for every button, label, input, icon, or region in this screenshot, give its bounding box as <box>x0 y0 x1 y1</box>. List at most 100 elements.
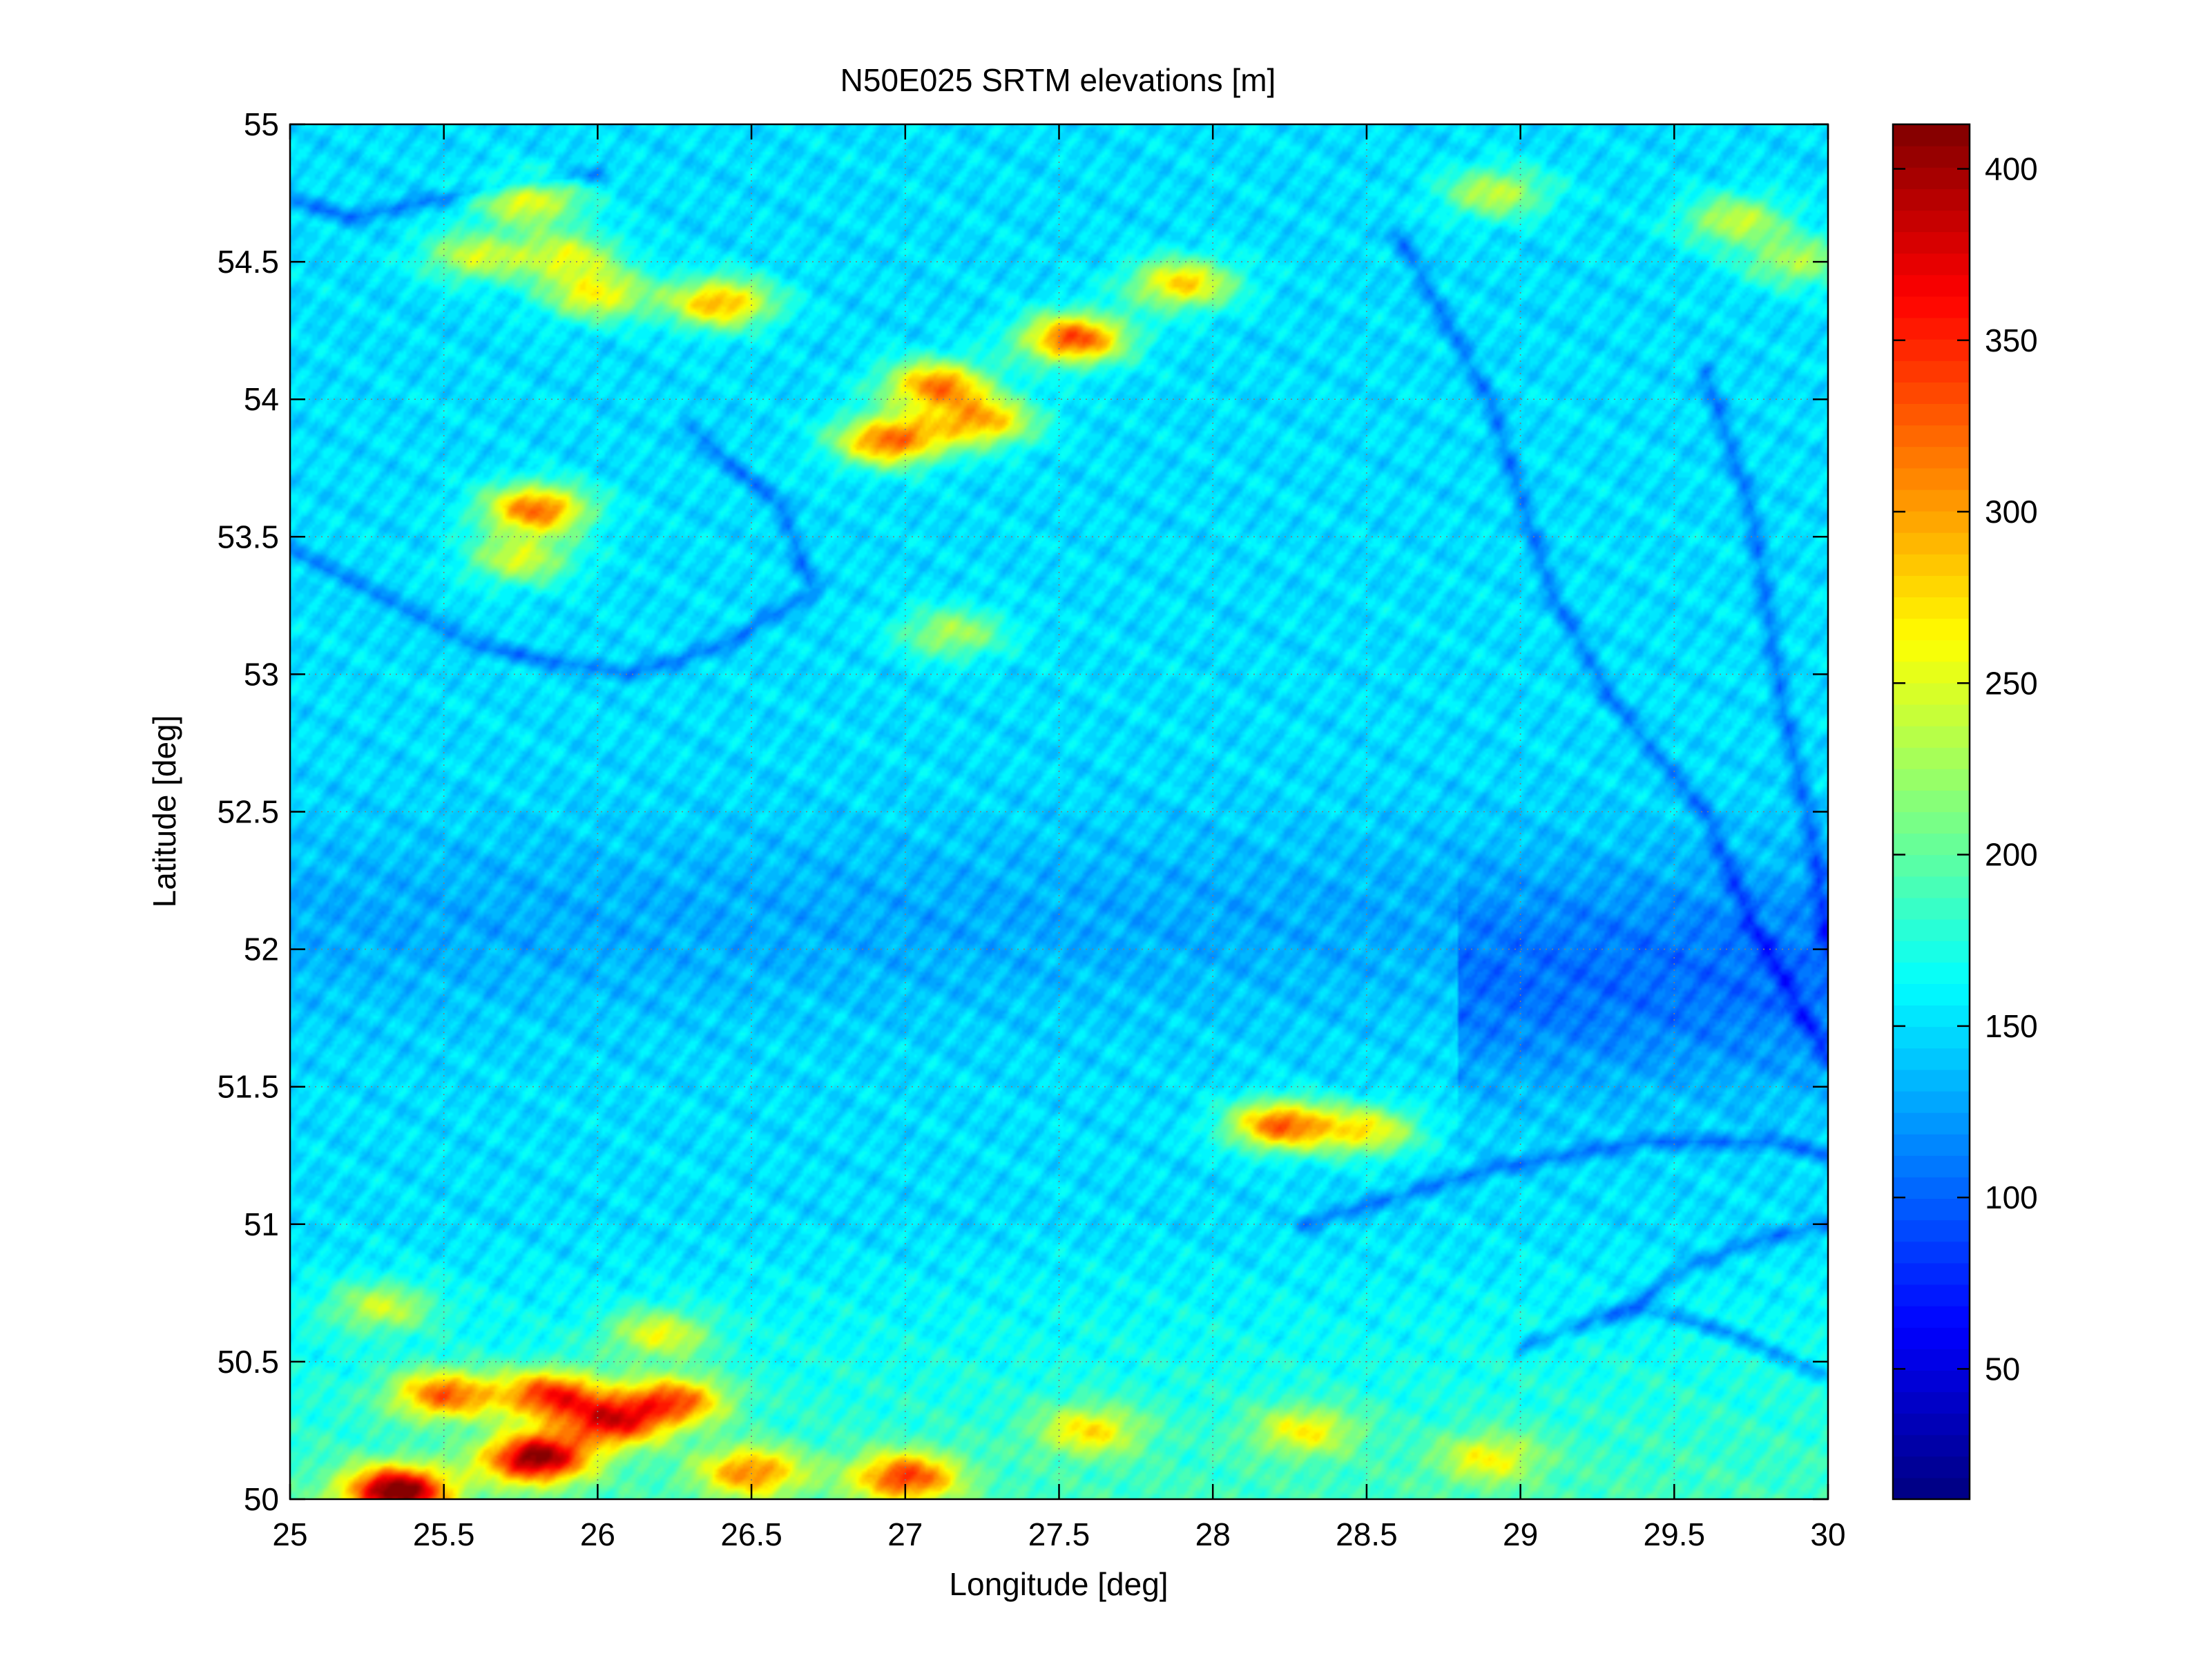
colorbar-band <box>1893 253 1970 276</box>
y-tick-label: 53 <box>244 656 279 692</box>
colorbar-band <box>1893 1349 1970 1371</box>
colorbar-band <box>1893 854 1970 877</box>
colorbar-band <box>1893 1220 1970 1242</box>
colorbar-band <box>1893 661 1970 684</box>
x-axis-label: Longitude [deg] <box>949 1566 1168 1602</box>
colorbar-band <box>1893 919 1970 941</box>
colorbar-band <box>1893 467 1970 490</box>
colorbar-band <box>1893 446 1970 469</box>
colorbar: 50 100 150 200 250 300 350 400 <box>1892 123 2038 1501</box>
colorbar-band <box>1893 897 1970 920</box>
colorbar-band <box>1893 1112 1970 1135</box>
x-tick-label: 26.5 <box>720 1516 782 1552</box>
colorbar-band <box>1893 618 1970 641</box>
y-tick-label: 50 <box>244 1481 279 1517</box>
x-tick-label: 27 <box>887 1516 923 1552</box>
x-tick-label: 25 <box>272 1516 307 1552</box>
y-tick-label: 53.5 <box>217 519 279 555</box>
y-axis-label: Latitude [deg] <box>146 715 182 908</box>
colorbar-band <box>1893 360 1970 383</box>
colorbar-band <box>1893 296 1970 318</box>
x-tick-label: 27.5 <box>1028 1516 1090 1552</box>
colorbar-band <box>1893 983 1970 1006</box>
colorbar-band <box>1893 124 1970 146</box>
y-tick-label: 52 <box>244 932 279 967</box>
colorbar-band <box>1893 554 1970 576</box>
colorbar-tick-label: 250 <box>1985 665 2038 701</box>
colorbar-band <box>1893 876 1970 898</box>
colorbar-band <box>1893 1306 1970 1328</box>
colorbar-band <box>1893 1155 1970 1177</box>
colorbar-band <box>1893 790 1970 813</box>
colorbar-band <box>1893 1391 1970 1414</box>
colorbar-band <box>1893 1048 1970 1070</box>
colorbar-band <box>1893 704 1970 726</box>
x-tick-label: 25.5 <box>413 1516 475 1552</box>
colorbar-band <box>1893 1241 1970 1264</box>
colorbar-band <box>1893 532 1970 555</box>
colorbar-band <box>1893 1134 1970 1156</box>
colorbar-band <box>1893 811 1970 834</box>
colorbar-band <box>1893 1413 1970 1436</box>
colorbar-band <box>1893 1090 1970 1113</box>
colorbar-band <box>1893 1177 1970 1199</box>
colorbar-band <box>1893 962 1970 984</box>
colorbar-bands <box>1893 124 1970 1500</box>
plot-area: 25 25.5 26 26.5 27 27.5 28 28.5 29 29.5 30 5050.55… <box>217 106 1845 1552</box>
chart-title: N50E025 SRTM elevations [m] <box>840 62 1276 98</box>
colorbar-tick-label: 100 <box>1985 1179 2038 1215</box>
colorbar-band <box>1893 1284 1970 1307</box>
y-axis: 50 50.5 51 51.5 52 52.5 53 53.5 54 54.5 55 <box>217 106 1828 1517</box>
colorbar-tick-label: 150 <box>1985 1008 2038 1044</box>
colorbar-band <box>1893 317 1970 340</box>
colorbar-band <box>1893 510 1970 533</box>
colorbar-band <box>1893 210 1970 233</box>
colorbar-band <box>1893 1005 1970 1028</box>
colorbar-band <box>1893 1456 1970 1478</box>
colorbar-band <box>1893 726 1970 748</box>
colorbar-band <box>1893 382 1970 405</box>
colorbar-tick-label: 50 <box>1985 1351 2020 1387</box>
colorbar-band <box>1893 231 1970 254</box>
colorbar-band <box>1893 682 1970 705</box>
colorbar-band <box>1893 189 1970 211</box>
colorbar-band <box>1893 489 1970 512</box>
x-tick-label: 30 <box>1810 1516 1845 1552</box>
colorbar-band <box>1893 747 1970 769</box>
colorbar-band <box>1893 639 1970 662</box>
y-tick-label: 52.5 <box>217 794 279 830</box>
colorbar-band <box>1893 425 1970 447</box>
colorbar-tick-label: 350 <box>1985 322 2038 358</box>
colorbar-band <box>1893 1477 1970 1500</box>
colorbar-band <box>1893 167 1970 189</box>
x-axis: 25 25.5 26 26.5 27 27.5 28 28.5 29 29.5 30 <box>272 124 1846 1552</box>
y-tick-label: 50.5 <box>217 1344 279 1380</box>
colorbar-band <box>1893 941 1970 963</box>
colorbar-band <box>1893 1434 1970 1457</box>
colorbar-tick-label: 400 <box>1985 151 2038 187</box>
colorbar-band <box>1893 1370 1970 1393</box>
colorbar-band <box>1893 597 1970 619</box>
y-tick-label: 55 <box>244 106 279 142</box>
x-tick-label: 28 <box>1195 1516 1231 1552</box>
colorbar-band <box>1893 274 1970 297</box>
colorbar-band <box>1893 833 1970 856</box>
colorbar-frame <box>1892 123 1971 1501</box>
colorbar-tick-label: 200 <box>1985 837 2038 873</box>
y-tick-label: 54.5 <box>217 244 279 280</box>
y-tick-label: 54 <box>244 381 279 417</box>
colorbar-band <box>1893 339 1970 361</box>
colorbar-tick-label: 300 <box>1985 494 2038 530</box>
colorbar-ticks: 50 100 150 200 250 300 350 400 <box>1893 151 2038 1387</box>
colorbar-band <box>1893 403 1970 426</box>
y-tick-label: 51 <box>244 1206 279 1242</box>
colorbar-band <box>1893 575 1970 598</box>
colorbar-band <box>1893 1069 1970 1092</box>
x-tick-label: 26 <box>580 1516 615 1552</box>
colorbar-band <box>1893 1026 1970 1049</box>
x-tick-label: 29.5 <box>1644 1516 1706 1552</box>
grid-lines <box>290 124 1828 1499</box>
colorbar-band <box>1893 1262 1970 1285</box>
x-tick-label: 29 <box>1503 1516 1538 1552</box>
